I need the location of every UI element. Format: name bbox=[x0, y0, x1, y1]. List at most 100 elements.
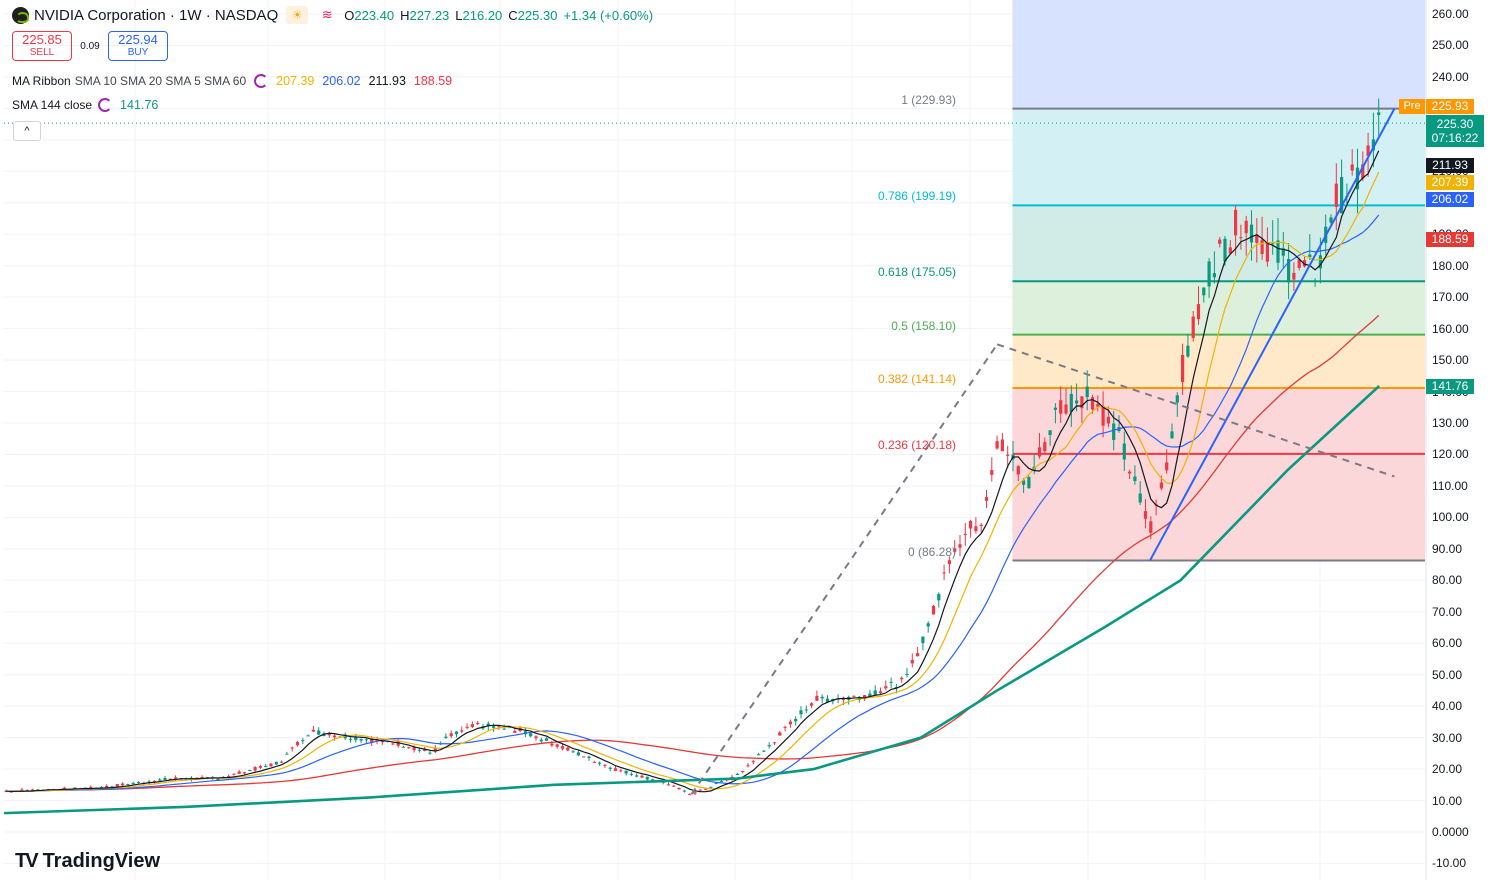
candle-body bbox=[629, 773, 633, 775]
pre-market-badge: Pre bbox=[1399, 99, 1425, 114]
candle-body bbox=[105, 785, 109, 788]
candle-body bbox=[1138, 493, 1142, 503]
candle-body bbox=[1287, 258, 1291, 283]
candle-body bbox=[757, 754, 761, 756]
candle-body bbox=[242, 772, 247, 774]
fib-zone bbox=[1012, 453, 1425, 561]
candle-body bbox=[20, 789, 24, 792]
candle-body bbox=[778, 732, 782, 736]
buy-button[interactable]: 225.94 BUY bbox=[108, 31, 168, 61]
candle-body bbox=[698, 789, 702, 791]
fib-level-label: 0.618 (175.05) bbox=[877, 265, 956, 280]
candle-body bbox=[910, 660, 914, 664]
candle-body bbox=[672, 785, 676, 787]
candle-body bbox=[820, 696, 824, 699]
sun-icon[interactable]: ☀ bbox=[286, 6, 309, 24]
candle-body bbox=[121, 783, 125, 786]
candle-body bbox=[227, 776, 231, 778]
candle-body bbox=[391, 743, 395, 745]
candle-body bbox=[1218, 239, 1222, 244]
candle-body bbox=[1329, 217, 1333, 223]
price-axis-tick: 110.00 bbox=[1432, 478, 1468, 493]
candle-body bbox=[529, 733, 533, 737]
candle-body bbox=[1366, 145, 1370, 156]
candle-body bbox=[136, 781, 141, 783]
candle-body bbox=[1260, 239, 1264, 255]
candle-body bbox=[1249, 224, 1254, 243]
ohlc-readout: O223.40 H227.23 L216.20 C225.30 +1.34 (+0.60… bbox=[344, 7, 654, 23]
candle-body bbox=[1165, 462, 1169, 471]
candle-body bbox=[1090, 397, 1095, 410]
collapse-legend-button[interactable]: ^ bbox=[13, 121, 41, 141]
candle-body bbox=[889, 681, 893, 683]
candle-body bbox=[470, 724, 474, 727]
candle-body bbox=[497, 726, 501, 728]
wave-icon[interactable]: ≋ bbox=[321, 7, 333, 22]
candle-body bbox=[661, 781, 665, 783]
candle-body bbox=[158, 779, 162, 781]
candle-body bbox=[200, 777, 204, 779]
candle-body bbox=[1159, 482, 1163, 489]
price-axis-tick: 170.00 bbox=[1432, 290, 1469, 305]
candle-body bbox=[110, 786, 114, 788]
candle-body bbox=[502, 728, 506, 730]
cycle-icon[interactable] bbox=[254, 74, 269, 88]
price-axis-tick: 20.00 bbox=[1432, 762, 1463, 777]
candle-body bbox=[147, 781, 151, 783]
candle-body bbox=[825, 698, 830, 703]
candle-body bbox=[370, 738, 374, 743]
candle-body bbox=[412, 747, 416, 751]
tradingview-mark-icon: TV bbox=[15, 850, 39, 872]
candle-body bbox=[311, 729, 315, 732]
ma-ribbon-legend[interactable]: MA Ribbon SMA 10 SMA 20 SMA 5 SMA 60 207… bbox=[12, 74, 453, 88]
candle-body bbox=[598, 762, 602, 764]
candle-body bbox=[152, 780, 156, 783]
candle-body bbox=[401, 746, 406, 748]
price-axis-tick: 100.00 bbox=[1432, 510, 1469, 525]
candle-body bbox=[1239, 237, 1243, 239]
pre-market-price-tag: 225.93 bbox=[1426, 99, 1474, 114]
candle-body bbox=[900, 677, 904, 680]
sma144-legend[interactable]: SMA 144 close 141.76 bbox=[12, 98, 159, 112]
candle-body bbox=[709, 786, 713, 788]
candle-body bbox=[486, 723, 490, 727]
sma5-price-tag: 211.93 bbox=[1426, 158, 1474, 173]
candle-body bbox=[772, 742, 777, 744]
price-axis-tick: 120.00 bbox=[1432, 447, 1469, 462]
candle-body bbox=[423, 749, 427, 751]
candle-body bbox=[460, 730, 464, 732]
candle-body bbox=[571, 751, 575, 753]
sma10-line bbox=[5, 171, 1380, 793]
candle-body bbox=[513, 730, 517, 733]
candle-body bbox=[269, 763, 273, 767]
candle-body bbox=[926, 623, 930, 627]
candle-body bbox=[507, 727, 512, 729]
sell-button[interactable]: 225.85 SELL bbox=[12, 31, 72, 61]
candle-body bbox=[1302, 260, 1307, 267]
price-axis-tick: 180.00 bbox=[1432, 258, 1469, 273]
sma10-price-tag: 207.39 bbox=[1426, 175, 1474, 190]
sma5-line bbox=[5, 150, 1380, 793]
candle-body bbox=[873, 690, 877, 695]
price-axis-tick: 40.00 bbox=[1432, 699, 1463, 714]
fib-level-label: 0.236 (120.18) bbox=[877, 437, 956, 452]
candle-body bbox=[1297, 259, 1301, 268]
candle-body bbox=[359, 738, 363, 741]
candle-body bbox=[407, 747, 411, 749]
tradingview-logo[interactable]: TV TradingView bbox=[15, 850, 161, 872]
candle-body bbox=[306, 735, 310, 737]
candle-body bbox=[582, 756, 586, 758]
symbol-title[interactable]: NVIDIA Corporation · 1W · NASDAQ bbox=[34, 6, 279, 24]
fib-level-label: 0.382 (141.14) bbox=[877, 371, 956, 386]
candle-body bbox=[1170, 431, 1174, 439]
falling-trendline bbox=[996, 343, 1395, 478]
candle-body bbox=[613, 768, 618, 771]
cycle-icon[interactable] bbox=[98, 98, 113, 112]
candle-body bbox=[931, 605, 936, 615]
spread-value: 0.09 bbox=[80, 40, 100, 52]
candle-body bbox=[810, 703, 814, 706]
candle-body bbox=[1202, 287, 1206, 296]
rising-dashed-trendline bbox=[690, 343, 998, 795]
fib-level-label: 0 (86.28) bbox=[907, 544, 956, 559]
